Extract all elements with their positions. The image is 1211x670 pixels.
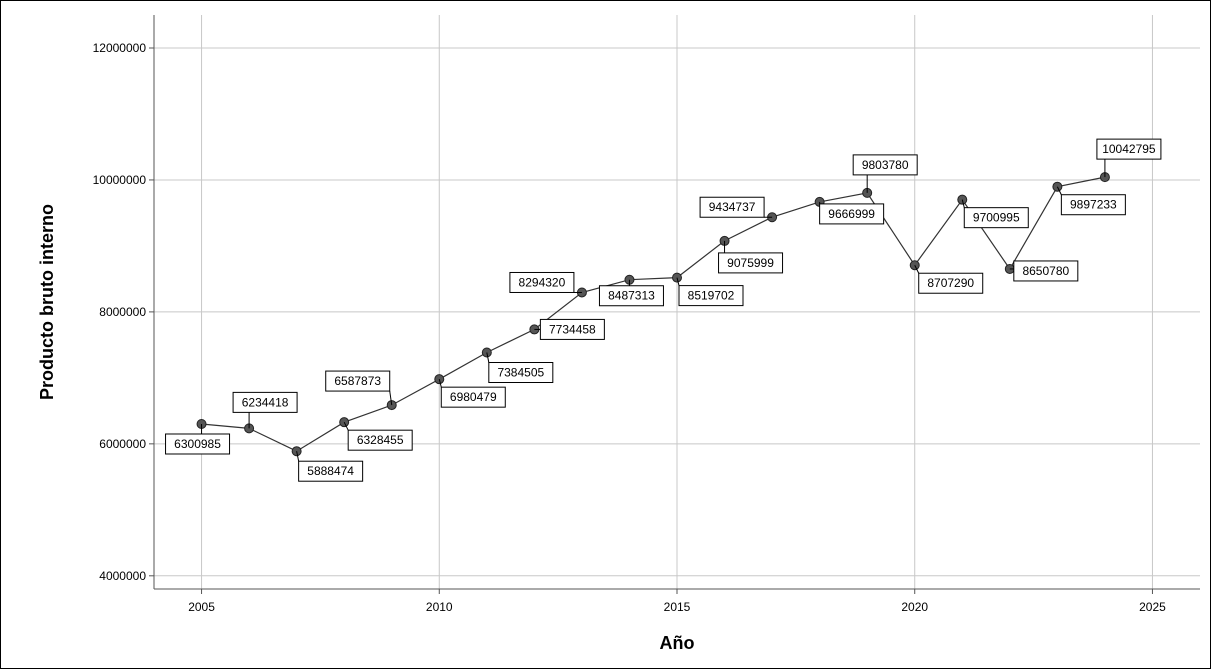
label-leader [438, 379, 442, 388]
data-label: 7384505 [497, 366, 544, 380]
data-label: 6328455 [357, 433, 404, 447]
data-label-box [509, 271, 575, 293]
x-tick-label: 2020 [901, 600, 928, 614]
series-line [201, 176, 1106, 452]
x-tick-label: 2025 [1139, 600, 1166, 614]
label-leader [1056, 186, 1062, 195]
data-label-box [699, 196, 765, 218]
label-leader [676, 277, 680, 286]
data-label-box [347, 429, 413, 451]
data-label-box [165, 433, 231, 455]
data-label-box [539, 318, 605, 340]
label-leader [389, 390, 393, 406]
data-label: 9700995 [973, 211, 1020, 225]
data-label-box [598, 285, 664, 307]
data-label: 6300985 [174, 437, 221, 451]
label-leader [914, 265, 920, 274]
data-label: 9075999 [727, 256, 774, 270]
data-label: 8294320 [519, 275, 566, 289]
data-label-box [1096, 138, 1162, 160]
y-axis-title: Producto bruto interno [37, 204, 57, 400]
data-label-box [1060, 194, 1126, 216]
data-label-box [852, 154, 918, 176]
data-label-box [325, 370, 391, 392]
data-label: 9434737 [709, 200, 756, 214]
label-leader [961, 199, 965, 208]
data-label-box [298, 460, 364, 482]
data-label-box [678, 285, 744, 307]
data-label: 7734458 [549, 322, 596, 336]
y-tick-label: 4000000 [99, 569, 146, 583]
series [196, 172, 1110, 457]
data-label: 8519702 [688, 289, 735, 303]
data-label-box [1013, 260, 1079, 282]
y-tick-label: 12000000 [93, 41, 147, 55]
x-tick-label: 2015 [664, 600, 691, 614]
data-label-box [440, 386, 506, 408]
y-axis-ticks: 4000000 6000000 8000000 10000000 12000000 [93, 41, 154, 583]
data-label: 10042795 [1102, 142, 1156, 156]
x-axis-title: Año [660, 633, 695, 653]
data-label: 9803780 [862, 158, 909, 172]
data-label-box [963, 207, 1029, 229]
data-label: 9897233 [1070, 198, 1117, 212]
y-tick-label: 8000000 [99, 305, 146, 319]
data-label: 6234418 [242, 395, 289, 409]
data-label: 6980479 [450, 390, 497, 404]
data-label: 8487313 [608, 289, 655, 303]
label-leader [486, 352, 490, 363]
data-label-box [819, 203, 885, 225]
data-label: 9666999 [828, 207, 875, 221]
grid-lines [154, 15, 1200, 589]
data-label-box [918, 272, 984, 294]
data-label-box [718, 252, 784, 274]
data-label: 6587873 [334, 374, 381, 388]
data-label: 8707290 [927, 276, 974, 290]
x-tick-label: 2010 [426, 600, 453, 614]
label-leader [343, 421, 349, 431]
data-label: 5888474 [307, 464, 354, 478]
x-axis-ticks: 2005 2010 2015 2020 2025 [188, 589, 1166, 614]
data-labels: 6300985 6234418 5888474 6328455 6587873 69804… [165, 138, 1162, 482]
y-tick-label: 6000000 [99, 437, 146, 451]
data-label-box [488, 362, 554, 384]
y-tick-label: 10000000 [93, 173, 147, 187]
x-tick-label: 2005 [188, 600, 215, 614]
data-label: 8650780 [1022, 264, 1069, 278]
label-leader [296, 451, 300, 462]
data-label-box [232, 391, 298, 413]
